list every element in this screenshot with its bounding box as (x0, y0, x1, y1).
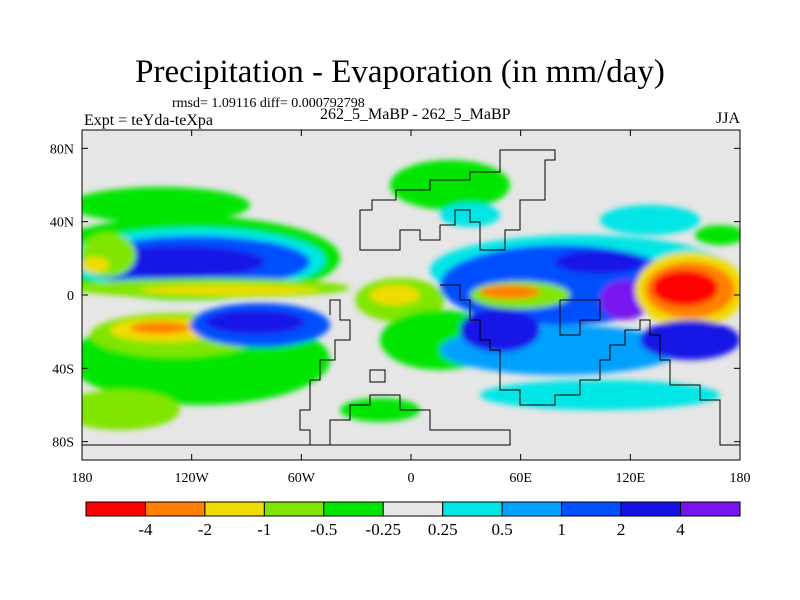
field-wp-green (695, 225, 740, 245)
colorbar-swatch-0 (85, 501, 146, 517)
experiment-label: Expt = teYda-teXpa (84, 112, 213, 129)
colorbar-swatch-9 (620, 501, 682, 517)
coastline-island (559, 299, 601, 336)
colorbar-swatch-2 (204, 501, 265, 517)
colorbar: -4 -2 -1 -0.5 -0.25 0.25 0.5 1 2 4 (85, 501, 741, 539)
y-axis: 80N 40N 0 40S 80S (50, 142, 740, 451)
colorbar-swatch-6 (442, 501, 503, 517)
x-tick-label-3: 0 (408, 471, 415, 486)
season-label: JJA (715, 110, 740, 127)
colorbar-label-1: -2 (198, 520, 212, 539)
field-sp-orange (130, 322, 190, 334)
field-io-navy (555, 250, 645, 274)
coastline-south (82, 299, 511, 446)
colorbar-label-9: 4 (676, 520, 685, 539)
field-sp-navy (205, 310, 305, 334)
coastline (82, 149, 740, 446)
subtitle-center: 262_5_MaBP - 262_5_MaBP (320, 106, 511, 123)
x-tick-label-1: 120W (175, 471, 210, 486)
field-np-navy (95, 246, 265, 278)
coastline-islet (369, 369, 386, 383)
colorbar-label-4: -0.25 (366, 520, 401, 539)
field-eq-yellow (140, 285, 320, 295)
colorbar-swatch-5 (382, 501, 444, 517)
x-tick-label-6: 180 (730, 471, 751, 486)
x-axis: 180 120W 60W 0 60E 120E 180 (72, 130, 751, 486)
contour-fields (82, 160, 740, 430)
stats-line: rmsd= 1.09116 diff= 0.000792798 (172, 96, 365, 111)
field-na-green (390, 160, 510, 210)
field-sio-navy (460, 308, 540, 352)
field-wp-red (652, 270, 718, 306)
colorbar-label-3: -0.5 (310, 520, 337, 539)
colorbar-label-5: 0.25 (428, 520, 458, 539)
x-tick-label-5: 120E (616, 471, 646, 486)
colorbar-swatch-3 (263, 501, 325, 517)
colorbar-label-7: 1 (557, 520, 566, 539)
y-tick-label-1: 40N (50, 216, 74, 231)
chart-title: Precipitation - Evaporation (in mm/day) (135, 54, 665, 90)
colorbar-label-6: 0.5 (492, 520, 513, 539)
field-ea-cyan (600, 205, 700, 235)
field-np-green-north (82, 187, 250, 223)
colorbar-swatch-10 (680, 501, 741, 517)
coastline-north (359, 149, 556, 251)
colorbar-swatch-4 (323, 501, 384, 517)
x-tick-label-2: 60W (288, 471, 316, 486)
y-tick-label-0: 80N (50, 142, 74, 157)
field-wp-navy (640, 320, 740, 360)
colorbar-swatch-8 (561, 501, 622, 517)
coastline-east (440, 284, 740, 446)
field-ar-orange (480, 285, 540, 299)
field-ssp-lime (82, 390, 180, 430)
x-tick-label-4: 60E (509, 471, 532, 486)
field-trop-atl-yellow (370, 285, 420, 305)
x-tick-label-0: 180 (72, 471, 93, 486)
field-np-yellow (82, 257, 109, 273)
colorbar-label-0: -4 (138, 520, 153, 539)
y-tick-label-2: 0 (67, 289, 74, 304)
colorbar-label-2: -1 (257, 520, 271, 539)
field-so-cyan (480, 380, 720, 410)
colorbar-label-8: 2 (617, 520, 626, 539)
y-tick-label-3: 40S (52, 362, 74, 377)
map-plot (82, 130, 740, 460)
colorbar-swatch-1 (144, 501, 206, 517)
y-tick-label-4: 80S (52, 436, 74, 451)
colorbar-swatch-7 (501, 501, 563, 517)
